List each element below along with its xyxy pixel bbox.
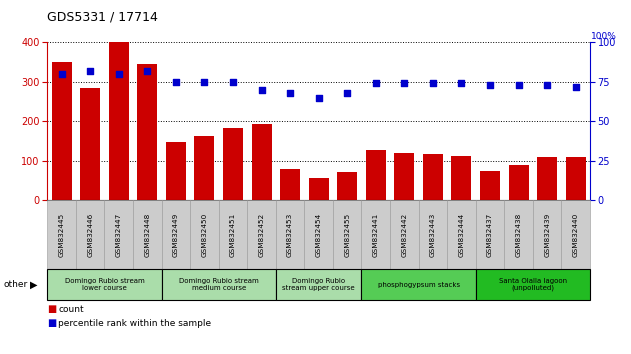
Point [285,90,295,96]
Point [570,84,581,90]
Bar [194,136,215,200]
Point [314,95,324,101]
Text: count: count [58,304,84,314]
Bar [566,157,586,200]
Text: GSM832453: GSM832453 [287,212,293,257]
Bar [309,178,329,200]
Point [428,81,438,86]
Bar [252,124,271,200]
Text: GSM832440: GSM832440 [573,212,579,257]
Point [142,68,152,74]
Text: GSM832451: GSM832451 [230,212,236,257]
Text: ■: ■ [47,318,57,328]
Bar [509,165,529,200]
Text: GSM832446: GSM832446 [87,212,93,257]
Bar [138,64,157,200]
Text: GSM832452: GSM832452 [259,212,264,257]
Text: GSM832443: GSM832443 [430,212,436,257]
Text: other: other [3,280,27,289]
Point [171,79,181,85]
Text: 100%: 100% [591,32,617,41]
Text: Domingo Rubio
stream upper course: Domingo Rubio stream upper course [282,278,355,291]
Text: phosphogypsum stacks: phosphogypsum stacks [377,282,459,287]
Point [399,81,410,86]
Point [114,71,124,77]
Bar [223,129,243,200]
Text: Santa Olalla lagoon
(unpolluted): Santa Olalla lagoon (unpolluted) [498,278,567,291]
Text: GSM832441: GSM832441 [373,212,379,257]
Point [514,82,524,88]
Bar [280,169,300,200]
Text: GSM832447: GSM832447 [115,212,122,257]
Bar [109,42,129,200]
Text: GSM832454: GSM832454 [316,212,322,257]
Text: percentile rank within the sample: percentile rank within the sample [58,319,211,328]
Point [228,79,238,85]
Text: GSM832455: GSM832455 [345,212,350,257]
Bar [480,171,500,200]
Text: GSM832450: GSM832450 [201,212,208,257]
Point [342,90,352,96]
Text: GSM832444: GSM832444 [459,212,464,257]
Bar [337,172,357,200]
Text: GSM832437: GSM832437 [487,212,493,257]
Text: ▶: ▶ [30,280,38,290]
Bar [80,88,100,200]
Bar [394,153,415,200]
Point [371,81,381,86]
Point [456,81,466,86]
Point [256,87,266,93]
Point [485,82,495,88]
Text: GSM832442: GSM832442 [401,212,408,257]
Text: GSM832445: GSM832445 [59,212,64,257]
Point [85,68,95,74]
Text: GSM832449: GSM832449 [173,212,179,257]
Text: Domingo Rubio stream
medium course: Domingo Rubio stream medium course [179,278,259,291]
Bar [366,150,386,200]
Bar [451,156,471,200]
Bar [166,142,186,200]
Text: GSM832439: GSM832439 [544,212,550,257]
Text: GSM832448: GSM832448 [144,212,150,257]
Point [542,82,552,88]
Text: Domingo Rubio stream
lower course: Domingo Rubio stream lower course [64,278,144,291]
Point [199,79,209,85]
Bar [52,62,71,200]
Text: ■: ■ [47,304,57,314]
Text: GSM832438: GSM832438 [516,212,522,257]
Point [57,71,67,77]
Bar [423,154,443,200]
Bar [537,157,557,200]
Text: GDS5331 / 17714: GDS5331 / 17714 [47,10,158,23]
